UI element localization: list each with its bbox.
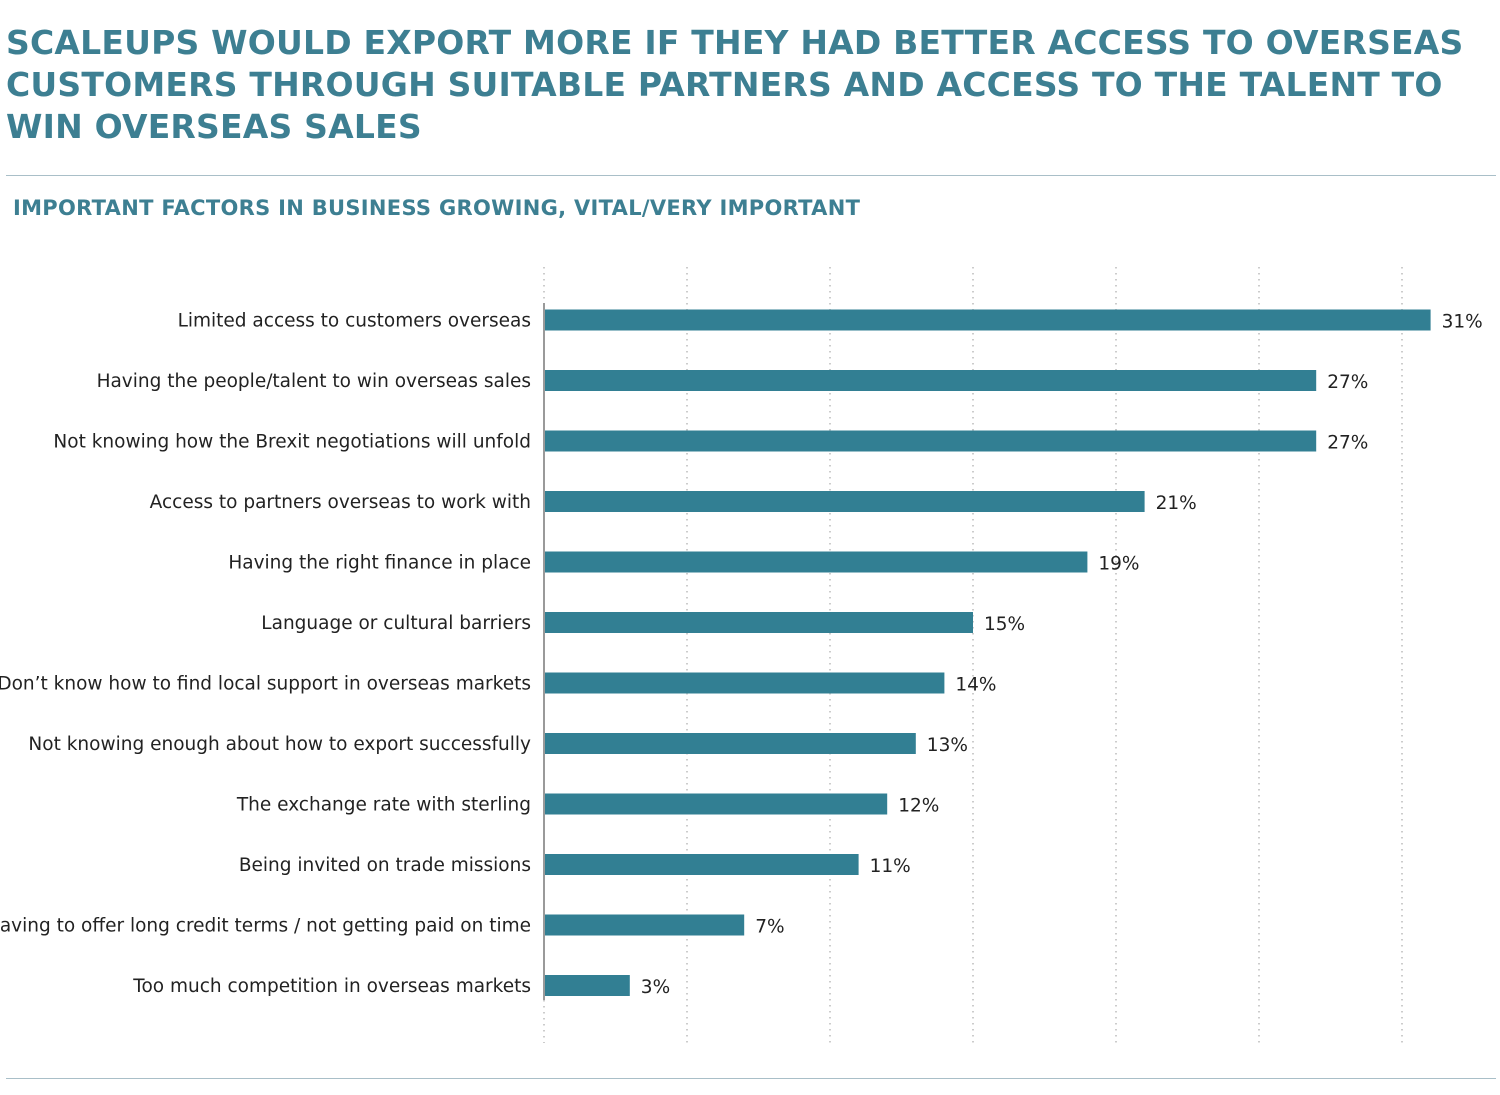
- bar: [544, 793, 888, 815]
- bar: [544, 612, 973, 633]
- value-label: 7%: [755, 917, 784, 938]
- value-label: 31%: [1442, 312, 1483, 333]
- bar: [544, 309, 1431, 331]
- page-title: SCALEUPS WOULD EXPORT MORE IF THEY HAD B…: [6, 23, 1464, 146]
- bar: [544, 672, 945, 694]
- category-label: Having the people/talent to win overseas…: [97, 371, 531, 392]
- bars: [544, 309, 1431, 996]
- value-label: 13%: [927, 735, 968, 756]
- category-label: Don’t know how to find local support in …: [0, 674, 531, 695]
- value-label: 27%: [1327, 433, 1368, 454]
- value-label: 12%: [898, 796, 939, 817]
- value-label: 14%: [955, 675, 996, 696]
- value-label: 11%: [870, 856, 911, 877]
- category-label: Being invited on trade missions: [239, 855, 531, 876]
- category-label: Limited access to customers overseas: [178, 311, 531, 332]
- bar: [544, 975, 630, 996]
- value-label: 3%: [641, 977, 670, 998]
- category-label: Access to partners overseas to work with: [150, 492, 531, 513]
- value-label: 15%: [984, 614, 1025, 635]
- value-labels: 31% 27% 27% 21% 19% 15% 14% 13% 12% 11% 7% 3%: [641, 312, 1483, 999]
- bar: [544, 733, 916, 754]
- title-divider: [6, 175, 1496, 176]
- bar: [544, 430, 1317, 452]
- category-label: Having to offer long credit terms / not …: [0, 916, 531, 937]
- bar: [544, 370, 1317, 391]
- category-label: Having the right finance in place: [228, 553, 531, 574]
- gridlines: [543, 267, 1403, 1043]
- category-label: Not knowing how the Brexit negotiations …: [53, 432, 531, 453]
- value-label: 19%: [1098, 554, 1139, 575]
- bar: [544, 551, 1088, 573]
- value-label: 21%: [1156, 493, 1197, 514]
- bar: [544, 914, 745, 936]
- value-label: 27%: [1327, 372, 1368, 393]
- chart-subtitle: IMPORTANT FACTORS IN BUSINESS GROWING, V…: [13, 196, 861, 220]
- footer-divider: [6, 1078, 1496, 1079]
- category-labels: Limited access to customers overseas Havi…: [0, 311, 531, 998]
- category-label: Language or cultural barriers: [261, 613, 531, 634]
- category-label: Not knowing enough about how to export s…: [28, 734, 531, 755]
- category-label: Too much competition in overseas markets: [132, 976, 531, 997]
- category-label: The exchange rate with sterling: [236, 795, 531, 816]
- bar: [544, 491, 1145, 512]
- bar: [544, 854, 859, 875]
